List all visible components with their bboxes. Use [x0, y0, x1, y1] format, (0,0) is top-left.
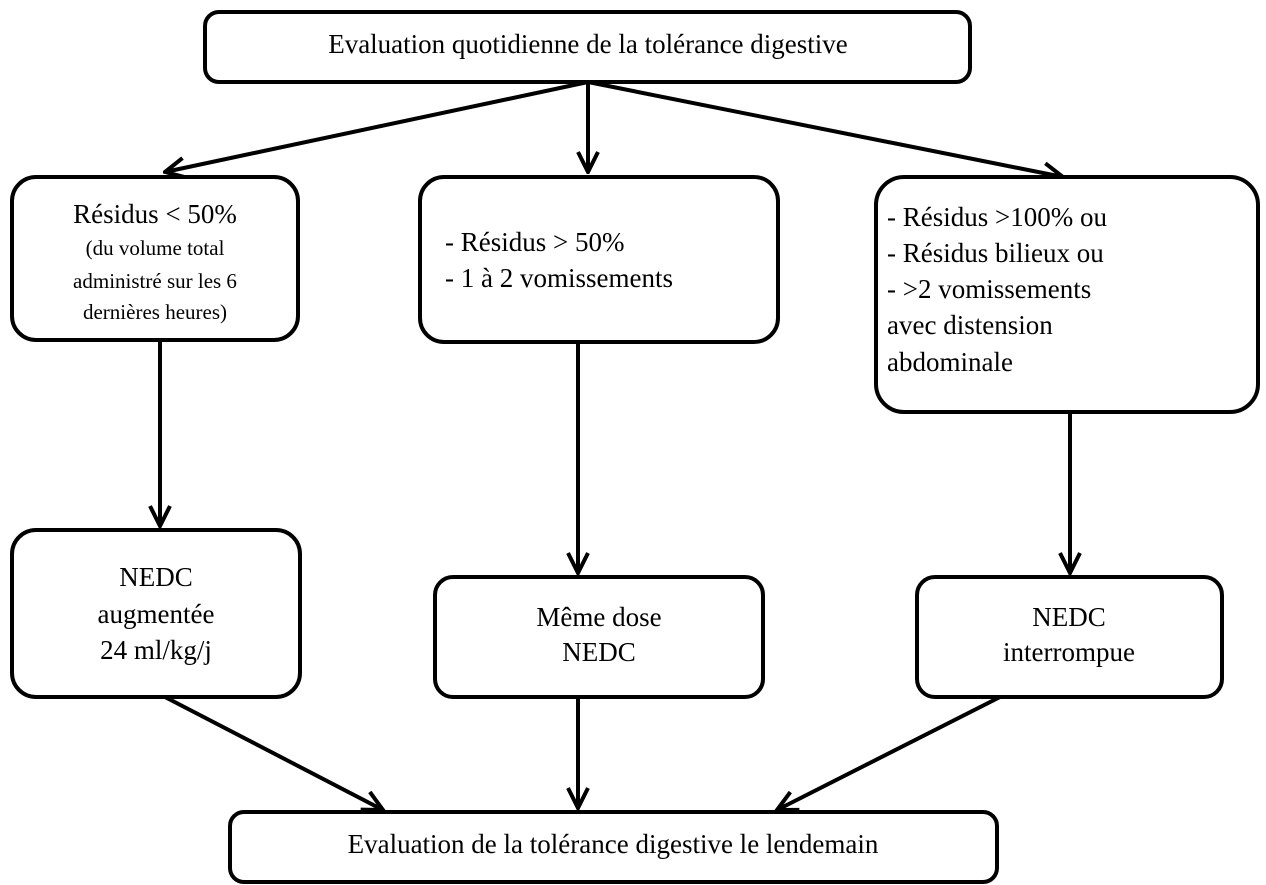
box [418, 175, 780, 344]
box [10, 528, 302, 699]
box [228, 810, 999, 884]
node-text: 24 ml/kg/j [100, 635, 212, 665]
arrow [165, 80, 589, 172]
node-text: Evaluation de la tolérance digestive le … [348, 829, 879, 859]
node-text: NEDC [119, 562, 193, 592]
arrow [777, 695, 1001, 810]
node-text: NEDC [562, 637, 636, 667]
node-text: Evaluation quotidienne de la tolérance d… [328, 29, 848, 59]
node-text: NEDC [1032, 602, 1106, 632]
node-text: avec distension [887, 310, 1053, 340]
arrows [160, 80, 1070, 810]
node-text: - Résidus > 50% [445, 227, 624, 257]
node-text: - >2 vomissements [887, 274, 1091, 304]
node-note: administré sur les 6 [73, 269, 237, 293]
node-text: - Résidus bilieux ou [887, 238, 1104, 268]
node-text: abdominale [887, 347, 1013, 377]
node-text: Même dose [536, 602, 661, 632]
node-text: - 1 à 2 vomissements [445, 263, 673, 293]
box [203, 10, 972, 84]
box [10, 175, 300, 342]
node-note: dernières heures) [83, 300, 227, 324]
box [433, 575, 765, 699]
node-text: - Résidus >100% ou [887, 202, 1107, 232]
arrow [164, 695, 383, 810]
node-text: interrompue [1003, 637, 1135, 667]
node-text: Résidus < 50% [73, 199, 237, 229]
box [874, 175, 1260, 414]
node-text: augmentée [98, 599, 215, 629]
box [915, 575, 1224, 699]
node-note: (du volume total [86, 236, 225, 260]
arrow [587, 80, 1063, 177]
